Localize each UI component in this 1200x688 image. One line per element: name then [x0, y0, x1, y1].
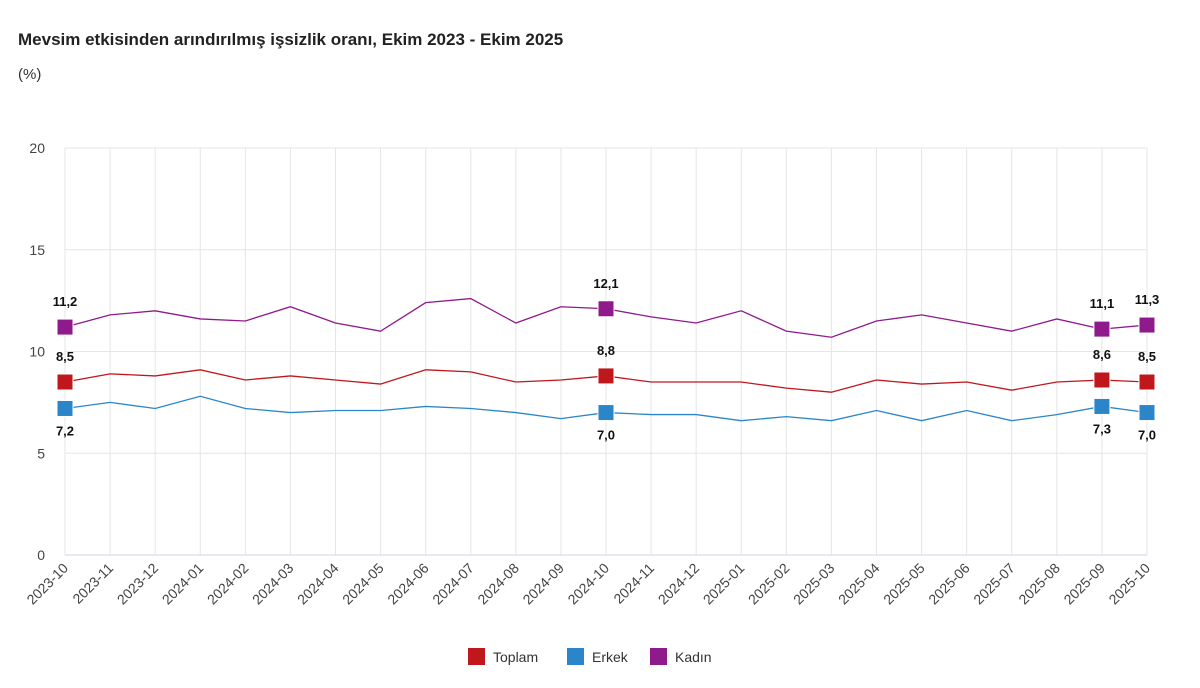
data-label: 7,0	[597, 428, 615, 443]
y-tick-label: 20	[29, 140, 45, 156]
y-tick-label: 0	[37, 547, 45, 563]
data-label: 8,5	[56, 349, 74, 364]
data-point-marker	[1093, 320, 1111, 338]
legend-swatch	[468, 648, 485, 665]
x-tick-label: 2025-02	[745, 560, 793, 608]
data-point-marker	[56, 399, 74, 417]
data-label: 8,5	[1138, 349, 1156, 364]
legend-swatch	[650, 648, 667, 665]
data-label: 7,0	[1138, 428, 1156, 443]
legend-item-toplam: Toplam	[493, 649, 538, 665]
data-point-marker	[1138, 404, 1156, 422]
x-tick-label: 2023-12	[114, 560, 162, 608]
data-point-marker	[56, 318, 74, 336]
data-point-marker	[1138, 373, 1156, 391]
x-tick-label: 2024-09	[519, 560, 567, 608]
x-tick-label: 2024-08	[474, 560, 522, 608]
x-tick-label: 2024-02	[204, 560, 252, 608]
data-label: 8,6	[1093, 347, 1111, 362]
data-label: 11,3	[1135, 292, 1160, 307]
chart-title: Mevsim etkisinden arındırılmış işsizlik …	[18, 30, 564, 49]
data-point-marker	[597, 367, 615, 385]
data-label: 11,1	[1090, 296, 1115, 311]
data-label: 7,2	[56, 423, 74, 438]
data-point-marker	[56, 373, 74, 391]
x-tick-label: 2024-07	[429, 560, 477, 608]
data-point-marker	[597, 300, 615, 318]
data-label: 7,3	[1093, 421, 1111, 436]
x-tick-label: 2024-05	[339, 560, 387, 608]
x-tick-label: 2025-03	[790, 560, 838, 608]
x-tick-label: 2023-10	[23, 560, 71, 608]
x-tick-label: 2024-03	[249, 560, 297, 608]
data-point-marker	[1093, 371, 1111, 389]
y-tick-label: 10	[29, 344, 45, 360]
x-tick-label: 2025-10	[1105, 560, 1153, 608]
x-tick-label: 2024-01	[159, 560, 207, 608]
x-tick-label: 2025-01	[700, 560, 748, 608]
legend-item-erkek: Erkek	[592, 649, 629, 665]
data-label: 11,2	[53, 294, 78, 309]
legend-item-kadın: Kadın	[675, 649, 712, 665]
x-tick-label: 2025-08	[1015, 560, 1063, 608]
x-tick-label: 2025-06	[925, 560, 973, 608]
x-tick-label: 2025-05	[880, 560, 928, 608]
x-tick-label: 2024-06	[384, 560, 432, 608]
y-tick-label: 5	[37, 445, 45, 461]
x-tick-label: 2025-09	[1060, 560, 1108, 608]
x-tick-label: 2025-04	[835, 560, 883, 608]
x-tick-label: 2023-11	[69, 560, 116, 607]
x-tick-label: 2025-07	[970, 560, 1018, 608]
x-tick-label: 2024-10	[564, 560, 612, 608]
data-point-marker	[597, 404, 615, 422]
data-label: 8,8	[597, 343, 615, 358]
x-tick-label: 2024-04	[294, 560, 342, 608]
y-tick-label: 15	[29, 242, 45, 258]
y-axis-unit: (%)	[18, 66, 42, 83]
data-point-marker	[1138, 316, 1156, 334]
legend-swatch	[567, 648, 584, 665]
data-label: 12,1	[593, 276, 618, 291]
data-point-marker	[1093, 397, 1111, 415]
x-tick-label: 2024-11	[610, 560, 657, 607]
x-tick-label: 2024-12	[655, 560, 703, 608]
